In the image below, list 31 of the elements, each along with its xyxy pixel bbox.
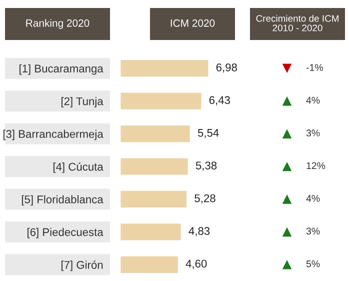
y-tick-label: [6] Piedecuesta <box>28 228 104 238</box>
bar <box>120 190 188 209</box>
data-label: 6,43 <box>209 96 230 106</box>
text: 4% <box>306 96 320 104</box>
bar <box>120 58 210 78</box>
text: Ranking 2020 <box>26 19 90 29</box>
bar <box>120 124 192 144</box>
bar <box>120 254 180 274</box>
text: 3% <box>306 228 320 235</box>
bar <box>120 222 182 242</box>
y-tick-label: [2] Tunja <box>62 97 104 108</box>
bar <box>120 91 203 111</box>
text: -1% <box>306 64 323 71</box>
y-tick-label: [3] Barrancabermeja <box>3 130 104 140</box>
text: 5% <box>306 260 320 268</box>
data-label: 5,28 <box>194 194 216 204</box>
text: Crecimiento de ICM 2010 - 2020 <box>256 14 338 32</box>
text: 12% <box>306 162 326 170</box>
data-label: 5,38 <box>196 162 217 171</box>
bar <box>120 156 190 176</box>
y-tick-label: [4] Cúcuta <box>53 162 104 173</box>
data-label: 4,60 <box>186 260 207 269</box>
text: 3% <box>306 130 320 136</box>
text: ICM 2020 <box>170 19 215 27</box>
y-tick-label: [5] Floridablanca <box>22 195 104 206</box>
y-tick-label: [1] Bucaramanga <box>20 64 104 75</box>
data-label: 6,98 <box>216 63 237 73</box>
data-label: 5,54 <box>198 129 219 138</box>
text: 4% <box>306 194 320 202</box>
data-label: 4,83 <box>188 227 210 236</box>
y-tick-label: [7] Girón <box>62 260 103 272</box>
